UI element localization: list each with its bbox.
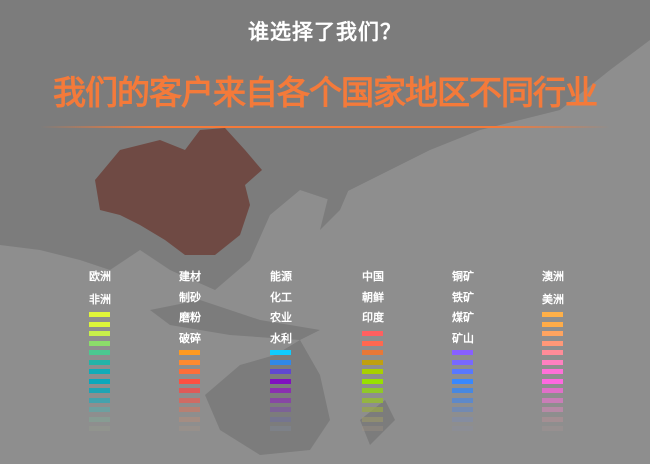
color-bar (542, 359, 563, 365)
color-bar (89, 416, 110, 422)
color-bar (270, 397, 291, 403)
color-bar (452, 359, 473, 365)
color-bar (542, 340, 563, 346)
category-label: 破碎 (179, 331, 201, 345)
color-bar (270, 416, 291, 422)
color-bar (89, 350, 110, 355)
color-bar (542, 416, 563, 422)
color-bar (179, 407, 200, 412)
category-label: 印度 (362, 311, 384, 324)
category-label: 美洲 (542, 293, 564, 306)
color-bar (270, 407, 291, 412)
color-bar (362, 397, 383, 403)
color-bar (542, 321, 563, 327)
color-bar (179, 378, 200, 384)
category-label: 化工 (270, 290, 292, 304)
category-label: 能源 (270, 270, 292, 283)
color-bar (89, 369, 110, 374)
color-bar (362, 388, 383, 393)
color-bar (542, 388, 563, 393)
category-label: 朝鲜 (362, 290, 384, 304)
color-bar (179, 359, 200, 365)
color-bar (542, 397, 563, 403)
color-bar (270, 369, 291, 374)
category-label: 中国 (362, 270, 384, 283)
color-bar (270, 350, 291, 355)
color-bar (362, 331, 383, 336)
color-bar (270, 378, 291, 384)
category-label: 建材 (179, 270, 201, 283)
color-bar (362, 378, 383, 384)
color-bar (179, 369, 200, 374)
color-bar (362, 407, 383, 412)
land-australia (205, 340, 330, 455)
color-bar (179, 426, 200, 431)
category-label: 非洲 (89, 293, 111, 306)
color-bar (452, 407, 473, 412)
color-bar (270, 388, 291, 393)
color-bar (89, 312, 110, 317)
color-bar (362, 359, 383, 365)
category-label: 水利 (270, 331, 292, 345)
category-label: 矿山 (452, 331, 474, 345)
category-label: 铜矿 (452, 270, 474, 283)
color-bar (179, 397, 200, 403)
color-bar (452, 350, 473, 355)
color-bar (542, 350, 563, 355)
color-bar (452, 369, 473, 374)
category-label: 农业 (270, 311, 292, 324)
color-bar (542, 331, 563, 336)
headline: 我们的客户来自各个国家地区不同行业 (53, 73, 598, 112)
color-bar (89, 321, 110, 327)
color-bar (452, 397, 473, 403)
land-newzealand (360, 400, 395, 445)
color-bar (89, 426, 110, 431)
color-bar (89, 388, 110, 393)
color-bar (89, 331, 110, 336)
land-indonesia (150, 300, 320, 340)
color-bar (362, 416, 383, 422)
color-bar (89, 407, 110, 412)
category-label: 欧洲 (89, 270, 111, 283)
category-label: 澳洲 (542, 270, 564, 283)
divider (40, 126, 610, 128)
color-bar (452, 426, 473, 431)
question-title: 谁选择了我们？ (248, 20, 402, 44)
category-label: 铁矿 (452, 290, 474, 304)
color-bar (89, 340, 110, 346)
color-bar (452, 388, 473, 393)
color-bar (179, 388, 200, 393)
color-bar (89, 378, 110, 384)
color-bar (89, 397, 110, 403)
color-bar (362, 426, 383, 431)
category-label: 煤矿 (452, 311, 474, 324)
color-bar (542, 312, 563, 317)
category-label: 磨粉 (179, 311, 201, 324)
color-bar (270, 426, 291, 431)
color-bar (179, 350, 200, 355)
color-bar (542, 426, 563, 431)
color-bar (542, 407, 563, 412)
color-bar (362, 350, 383, 355)
land-japan (320, 165, 355, 230)
color-bar (89, 359, 110, 365)
color-bar (542, 378, 563, 384)
china-highlight (95, 128, 262, 255)
color-bar (452, 378, 473, 384)
color-bar (179, 416, 200, 422)
color-bar (270, 359, 291, 365)
category-label: 制砂 (179, 290, 201, 304)
color-bar (362, 340, 383, 346)
color-bar (362, 369, 383, 374)
color-bar (452, 416, 473, 422)
color-bar (542, 369, 563, 374)
